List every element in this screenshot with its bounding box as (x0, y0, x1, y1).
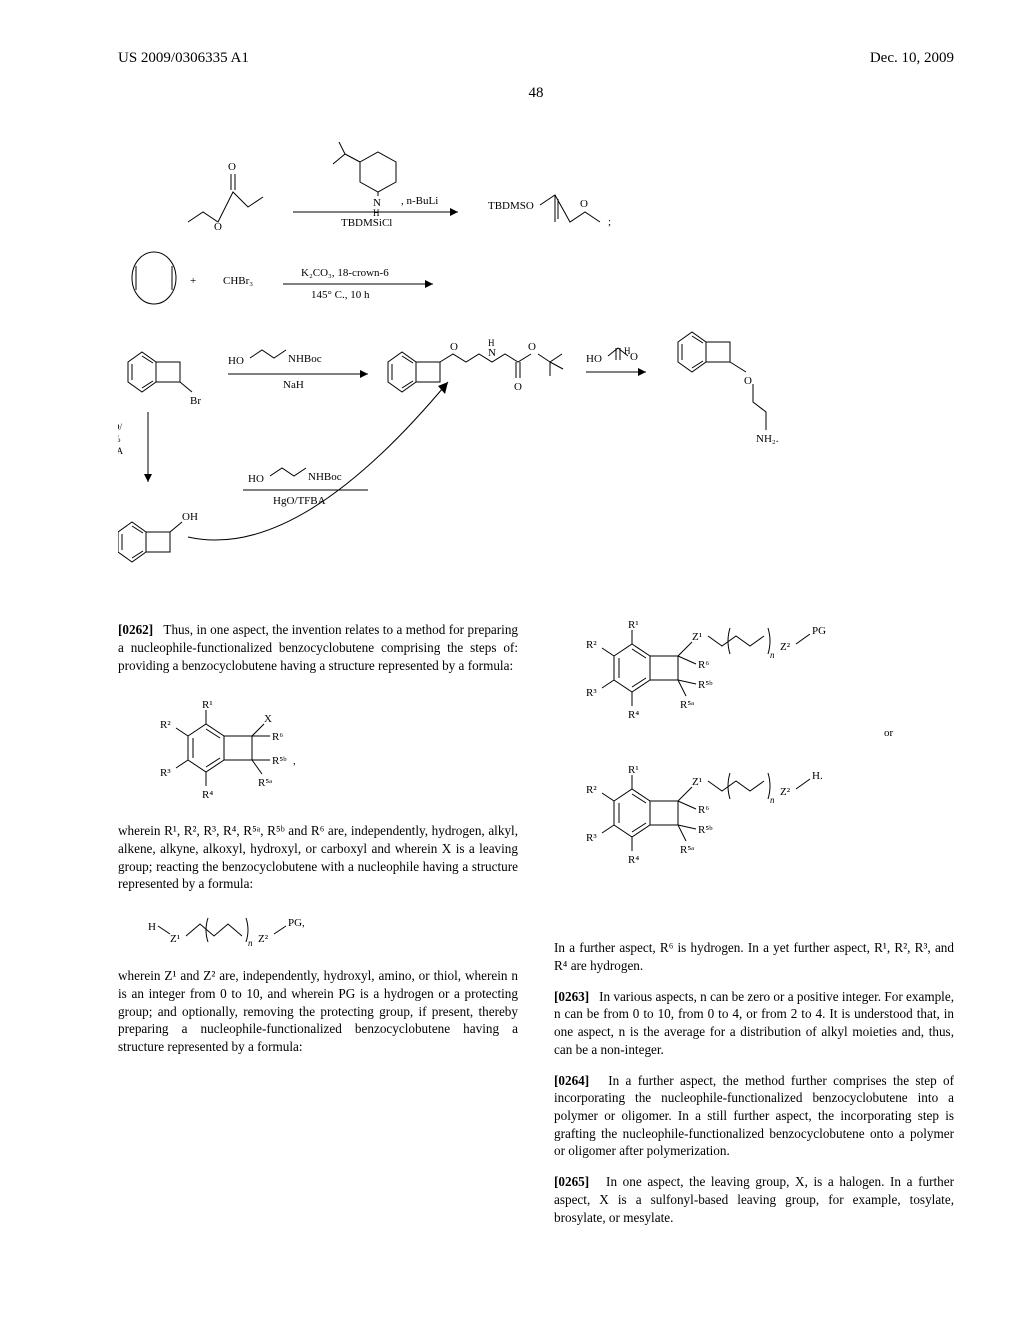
svg-text:Z²: Z² (780, 641, 791, 653)
scheme-label: O (450, 341, 458, 353)
svg-text:;: ; (608, 216, 611, 228)
svg-text:R⁴: R⁴ (628, 709, 639, 721)
svg-text:n: n (770, 795, 775, 805)
svg-text:Z²: Z² (258, 933, 269, 945)
svg-text:R³: R³ (586, 687, 597, 699)
svg-text:R⁵ᵇ: R⁵ᵇ (698, 824, 713, 836)
publication-date: Dec. 10, 2009 (870, 50, 954, 67)
para-num: [0263] (554, 989, 589, 1004)
svg-text:Z²: Z² (780, 786, 791, 798)
para-text: In one aspect, the leaving group, X, is … (554, 1174, 954, 1224)
scheme-label: O (228, 161, 236, 173)
page-number: 48 (118, 85, 954, 102)
paragraph-0265: [0265] In one aspect, the leaving group,… (554, 1173, 954, 1226)
scheme-label: HO (586, 353, 602, 365)
scheme-label: NHBoc (308, 471, 342, 483)
para-num: [0265] (554, 1174, 589, 1189)
svg-text:,: , (293, 755, 296, 767)
svg-text:R⁵ᵃ: R⁵ᵃ (258, 777, 272, 789)
scheme-label: TBDMSO (488, 200, 534, 212)
reaction-scheme: O O (118, 142, 954, 582)
paragraph-after-nucleophile: wherein Z¹ and Z² are, independently, hy… (118, 967, 518, 1055)
svg-text:PG: PG (812, 625, 826, 637)
scheme-label: O (528, 341, 536, 353)
svg-text:or: or (884, 727, 894, 739)
paragraph-0262: [0262] Thus, in one aspect, the inventio… (118, 621, 518, 674)
svg-text:R⁶: R⁶ (272, 731, 283, 743)
svg-text:Z¹: Z¹ (692, 776, 702, 788)
svg-text:R⁵ᵇ: R⁵ᵇ (698, 679, 713, 691)
scheme-label: K₂CO₃, 18-crown-6 (301, 267, 389, 279)
bcb-starting-structure: R¹ R² R³ R⁴ X R⁶ (148, 688, 518, 808)
scheme-label: , n-BuLi (401, 195, 438, 207)
body-columns: [0262] Thus, in one aspect, the inventio… (118, 608, 954, 1240)
svg-text:R²: R² (586, 639, 597, 651)
svg-text:PG,: PG, (288, 917, 305, 929)
scheme-label: NHBoc (288, 353, 322, 365)
svg-text:H.: H. (812, 770, 823, 782)
svg-text:R⁶: R⁶ (698, 804, 709, 816)
svg-text:R⁵ᵇ: R⁵ᵇ (272, 755, 287, 767)
scheme-label: 35% (118, 434, 121, 444)
scheme-label: HO (248, 473, 264, 485)
para-text: Thus, in one aspect, the invention relat… (118, 622, 518, 672)
scheme-label: OH (182, 511, 198, 523)
scheme-label: O (744, 375, 752, 387)
paragraph-0264: [0264] In a further aspect, the method f… (554, 1072, 954, 1160)
paragraph-after-structures: In a further aspect, R⁶ is hydrogen. In … (554, 939, 954, 974)
svg-text:R¹: R¹ (628, 764, 639, 776)
scheme-label: HO (228, 355, 244, 367)
para-text: In a further aspect, the method further … (554, 1073, 954, 1159)
svg-text:R⁶: R⁶ (698, 659, 709, 671)
scheme-label: NaH (283, 379, 304, 391)
scheme-label: HgO/TFBA (273, 495, 326, 507)
paragraph-0263: [0263] In various aspects, n can be zero… (554, 988, 954, 1059)
scheme-label: TBDMSiCl (341, 217, 392, 229)
svg-text:R¹: R¹ (202, 699, 213, 711)
scheme-label: TFBA (118, 446, 124, 456)
svg-text:R⁴: R⁴ (628, 854, 639, 866)
svg-text:R²: R² (586, 784, 597, 796)
scheme-label: O (514, 381, 522, 393)
svg-text:H: H (148, 921, 156, 933)
para-num: [0262] (118, 622, 153, 637)
svg-text:R³: R³ (160, 767, 171, 779)
nucleophile-structure: H Z¹ n Z² PG, (148, 906, 518, 954)
scheme-label: O (630, 351, 638, 363)
svg-text:Z¹: Z¹ (170, 933, 180, 945)
right-column: R¹ R² R³ R⁴ R⁶ R⁵ᵇ R⁵ᵃ (554, 608, 954, 1240)
svg-text:R⁴: R⁴ (202, 789, 213, 801)
scheme-chbr3: CHBr₃ (223, 275, 253, 287)
scheme-plus: + (190, 275, 196, 287)
publication-number: US 2009/0306335 A1 (118, 50, 249, 67)
para-num: [0264] (554, 1073, 589, 1088)
left-column: [0262] Thus, in one aspect, the inventio… (118, 608, 518, 1240)
svg-text:R³: R³ (586, 832, 597, 844)
scheme-label: N (488, 347, 496, 359)
svg-text:R²: R² (160, 719, 171, 731)
page-header: US 2009/0306335 A1 Dec. 10, 2009 (118, 50, 954, 67)
paragraph-after-bcb: wherein R¹, R², R³, R⁴, R⁵ᵃ, R⁵ᵇ and R⁶ … (118, 822, 518, 893)
scheme-label: Br (190, 395, 201, 407)
svg-text:X: X (264, 713, 272, 725)
svg-text:R⁵ᵃ: R⁵ᵃ (680, 844, 694, 856)
scheme-label: O (580, 198, 588, 210)
svg-text:n: n (770, 650, 775, 660)
svg-text:Z¹: Z¹ (692, 631, 702, 643)
scheme-label: NH₂. (756, 433, 779, 445)
para-text: In various aspects, n can be zero or a p… (554, 989, 954, 1057)
scheme-label: O (214, 221, 222, 233)
scheme-label: HgO/ (118, 422, 122, 432)
svg-text:R¹: R¹ (628, 619, 639, 631)
bcb-product-structures: R¹ R² R³ R⁴ R⁶ R⁵ᵇ R⁵ᵃ (584, 616, 954, 926)
svg-text:n: n (248, 938, 253, 948)
scheme-label: 145° C., 10 h (311, 289, 370, 301)
svg-text:R⁵ᵃ: R⁵ᵃ (680, 699, 694, 711)
